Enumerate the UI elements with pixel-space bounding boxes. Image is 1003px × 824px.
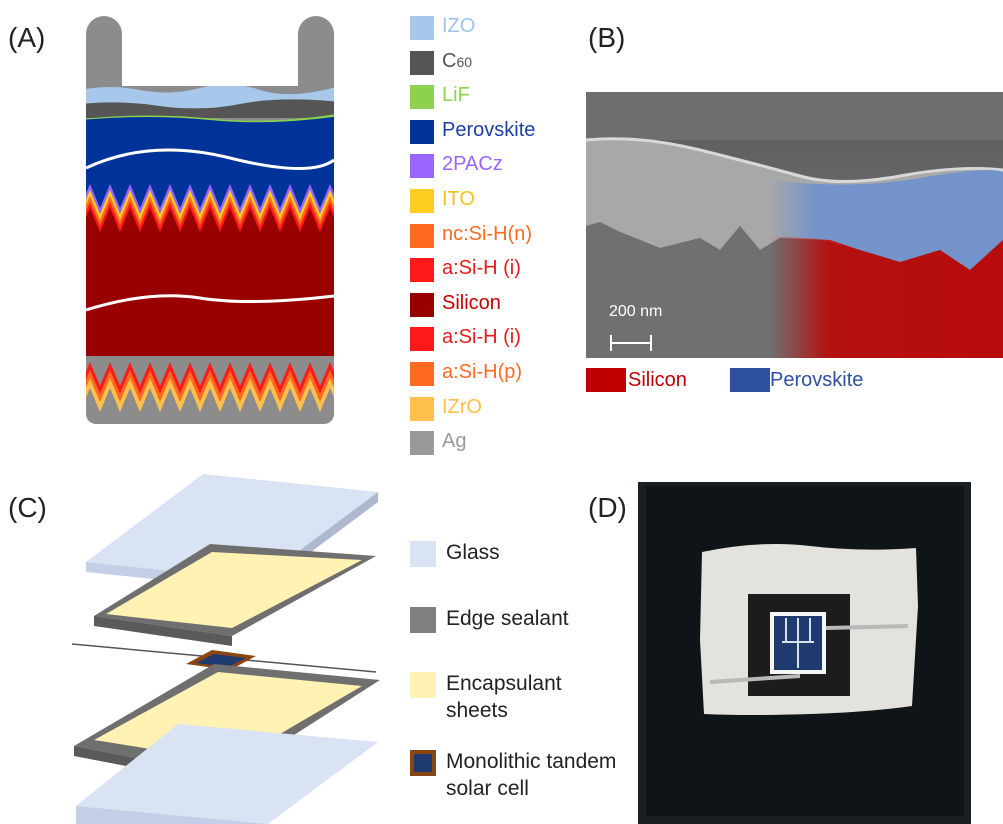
ag-finger-left [86, 16, 122, 100]
edge-sealant-bottom [74, 664, 380, 776]
encapsulation-legend-label: Encapsulant sheets [446, 672, 562, 722]
legend-swatch [410, 258, 434, 283]
legend-swatch [410, 50, 434, 75]
legend-swatch [410, 362, 434, 386]
legend-swatch [410, 431, 434, 456]
texture-band [86, 362, 334, 424]
ag-finger-right [298, 16, 334, 100]
legend-label: Perovskite [442, 118, 536, 141]
legend-label: a:Si-H(p) [442, 361, 523, 383]
encapsulation-legend-label: Glass [446, 541, 500, 564]
sem-silicon-overlay [770, 236, 1003, 358]
silicon-layer [86, 236, 334, 356]
panel-label-d: (D) [588, 492, 627, 523]
legend-label: Silicon [442, 291, 501, 314]
panel-label-a: (A) [8, 22, 46, 53]
edge-sealant-top [94, 544, 376, 636]
encapsulation-legend-label: Monolithic tandem solar cell [446, 750, 617, 800]
legend-label: IZO [442, 15, 476, 37]
legend-label: a:Si-H (i) [442, 326, 521, 349]
legend-label: a:Si-H (i) [442, 257, 521, 280]
sem-perovskite-overlay [770, 170, 1003, 270]
scale-bar-label: 200 nm [609, 303, 663, 320]
perovskite-grain-line [86, 148, 334, 171]
encapsulation-legend-swatch [410, 607, 436, 633]
izo-layer [86, 86, 334, 108]
panel-label-b: (B) [588, 22, 626, 53]
legend-swatch [410, 189, 434, 213]
texture-band [86, 196, 334, 328]
legend-swatch [410, 119, 434, 144]
sem-legend-swatch [730, 368, 770, 392]
panel-label-c: (C) [8, 492, 47, 523]
legend-swatch [410, 154, 434, 179]
legend-label: nc:Si-H(n) [442, 222, 533, 245]
legend-swatch [410, 292, 434, 317]
legend-label: Ag [442, 430, 467, 453]
cell-wire [71, 643, 377, 673]
sem-legend-swatch [586, 368, 626, 392]
legend-label: C60 [442, 49, 473, 72]
texture-band [86, 378, 334, 424]
texture-band [86, 370, 334, 424]
texture-band [86, 202, 334, 334]
legend-label: 2PACz [442, 153, 503, 176]
cell-substrate [748, 594, 850, 696]
legend-label: LiF [442, 84, 470, 107]
tandem-cell [186, 650, 256, 670]
texture-band [86, 190, 334, 322]
lif-layer [86, 114, 334, 124]
legend-label: IZrO [442, 395, 482, 418]
encapsulant-sheet [700, 544, 918, 715]
ribbon-left [709, 674, 801, 684]
glass-top [86, 474, 378, 580]
legend-swatch [410, 396, 434, 421]
silicon-grain-line [86, 294, 334, 312]
sem-legend-label: Silicon [628, 369, 687, 391]
c60-layer [86, 99, 334, 118]
cell-active-area [774, 616, 822, 670]
perovskite-layer [86, 116, 334, 220]
texture-band [86, 184, 334, 316]
glass-bottom [76, 724, 378, 824]
texture-band [86, 388, 334, 424]
encapsulation-legend-swatch [410, 672, 436, 698]
legend-label: ITO [442, 188, 475, 210]
encapsulation-legend-swatch [410, 541, 436, 567]
legend-swatch [410, 16, 434, 40]
legend-swatch [410, 327, 434, 352]
legend-swatch [410, 85, 434, 110]
texture-band [86, 208, 334, 340]
legend-swatch [410, 223, 434, 248]
sem-legend-label: Perovskite [770, 369, 864, 391]
ribbon-right [825, 624, 909, 630]
encapsulation-legend-swatch [410, 750, 436, 776]
encapsulation-legend-label: Edge sealant [446, 607, 569, 630]
